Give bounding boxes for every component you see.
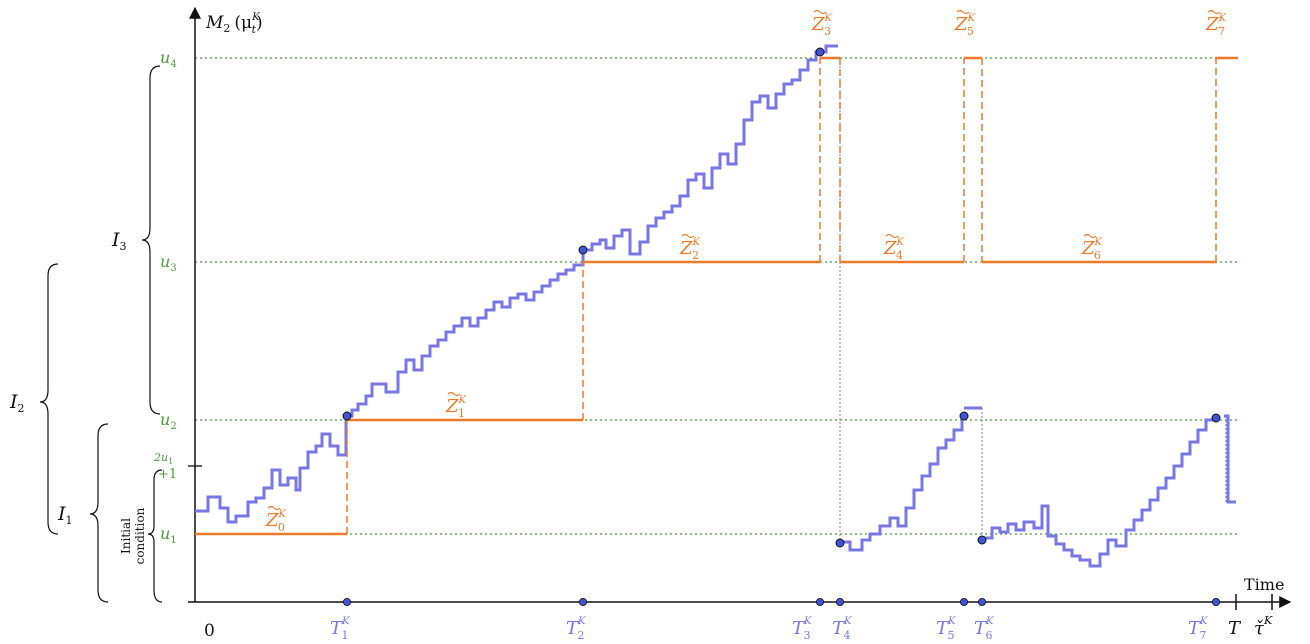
trajectory-seg-1 [347, 250, 585, 418]
brace-i1 [89, 423, 109, 603]
svg-text:condition: condition [133, 507, 147, 564]
process-z-jumps [346, 58, 1217, 534]
z-label-2: ZK 2 [679, 237, 701, 262]
interval-label-i2: I2 [9, 391, 25, 415]
interval-label-i3: I3 [111, 229, 127, 253]
trajectory-seg-0 [195, 420, 348, 524]
level-label-u2: u2 [160, 410, 177, 432]
z-label-6: ZK 6 [1081, 237, 1103, 262]
jump-marker-3 [815, 47, 825, 57]
end-label-T: T [1228, 618, 1242, 639]
time-marker-5 [960, 598, 969, 607]
z-label-5: ZK 5 [954, 13, 976, 38]
z-label-0: ZK 0 [265, 509, 287, 534]
time-marker-6 [978, 598, 987, 607]
z-label-3: ZK 3 [811, 13, 833, 38]
process-z [195, 56, 1238, 536]
t-label-1: TK 1 [330, 616, 350, 642]
threshold-label-bottom: +1 [158, 467, 177, 482]
y-axis-label: M2 (μK t) [205, 12, 263, 36]
threshold-label-top: 2u1 [153, 451, 173, 466]
brace-initial [147, 469, 163, 603]
level-label-u4: u4 [160, 48, 177, 70]
z-labels: ZK 0 ZK 1 ZK 2 ZK 3 ZK 4 ZK 5 ZK 6 ZK 7 [265, 13, 1227, 534]
time-marker-2 [579, 598, 588, 607]
t-label-5: TK 5 [936, 616, 956, 642]
t-label-3: TK 3 [792, 616, 812, 642]
z-label-1: ZK 1 [445, 395, 467, 420]
trajectory-connectors [839, 58, 1227, 542]
jump-marker-6 [977, 535, 987, 545]
jump-marker-2 [578, 245, 588, 255]
x-axis-label: Time [1244, 575, 1284, 594]
time-markers [342, 598, 1221, 607]
origin-label: 0 [204, 621, 215, 641]
time-marker-1 [342, 598, 351, 607]
interval-label-i1: I1 [57, 503, 73, 527]
level-labels: u4 u3 u2 u1 [160, 48, 177, 546]
level-label-u1: u1 [160, 524, 177, 546]
tau-label: τ̌K [1254, 614, 1273, 639]
t-label-7: TK 7 [1188, 616, 1208, 642]
trajectory-seg-3 [840, 416, 964, 552]
trajectory [195, 44, 1236, 568]
brace-i2 [39, 263, 59, 535]
jump-markers [342, 47, 1221, 548]
jump-marker-7 [1211, 413, 1221, 423]
braces [39, 65, 163, 603]
trajectory-seg-2 [583, 44, 838, 256]
jump-marker-5 [959, 411, 969, 421]
t-labels: TK 1 TK 2 TK 3 TK 4 TK 5 TK 6 TK 7 [330, 616, 1208, 642]
z-label-4: ZK 4 [883, 237, 905, 262]
z-label-7: ZK 7 [1205, 13, 1227, 38]
z-tildes [267, 9, 1221, 511]
level-lines [195, 57, 1240, 535]
trajectory-seg-5 [982, 418, 1216, 568]
t-label-6: TK 6 [974, 616, 994, 642]
jump-marker-1 [342, 411, 352, 421]
time-marker-7 [1212, 598, 1221, 607]
t-label-4: TK 4 [832, 616, 852, 642]
brace-i3 [141, 65, 161, 415]
t-label-2: TK 2 [566, 616, 586, 642]
level-label-u3: u3 [160, 252, 177, 274]
initial-condition-label: Initial condition [119, 507, 147, 564]
time-marker-4 [836, 598, 845, 607]
time-marker-3 [816, 598, 825, 607]
svg-text:Initial: Initial [119, 518, 133, 554]
jump-marker-4 [835, 538, 845, 548]
